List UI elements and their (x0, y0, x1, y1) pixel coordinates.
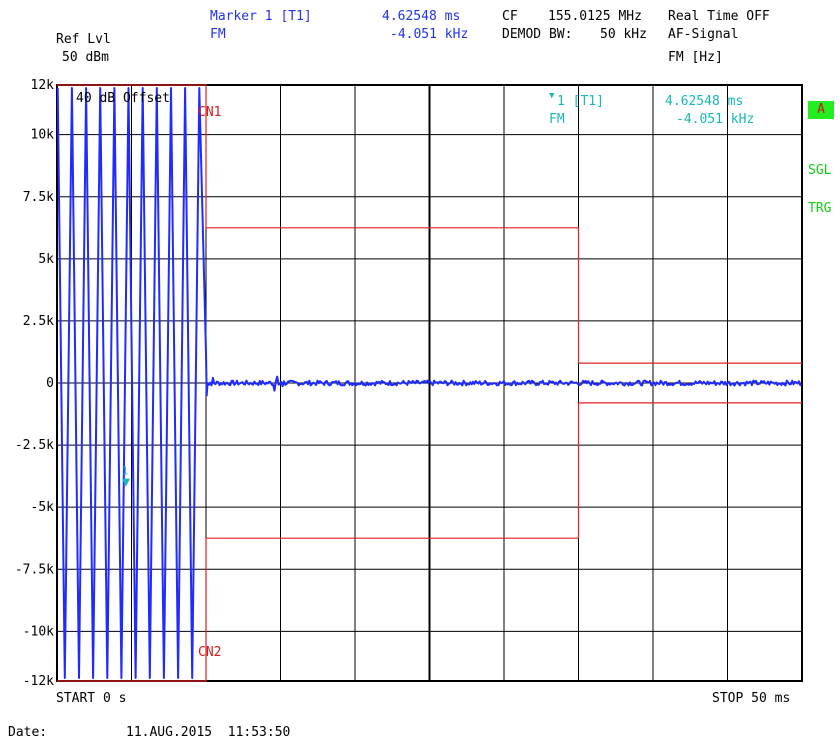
cn1-label: CN1 (198, 105, 222, 120)
y-tick-label: 5k (38, 252, 54, 267)
y-tick-label: -7.5k (15, 562, 54, 577)
limit-lines (57, 84, 802, 682)
ref-level-value: 50 dBm (62, 50, 109, 65)
sgl-indicator: SGL (808, 163, 832, 178)
marker-tag-triangle-icon: ▼ (549, 91, 555, 101)
stop-label: STOP 50 ms (712, 691, 791, 706)
y-tick-label: 0 (46, 376, 54, 391)
y-tick-label: -2.5k (15, 438, 54, 453)
ref-level-label: Ref Lvl (56, 32, 111, 47)
marker-tag-mode: FM (549, 112, 565, 127)
marker-number: 1 (122, 465, 129, 478)
cf-label: CF (502, 9, 518, 24)
y-tick-label: 7.5k (23, 190, 54, 205)
marker-label: Marker 1 [T1] (210, 9, 312, 24)
limit-line-cn2 (57, 402, 802, 682)
af-signal-label: AF-Signal (668, 27, 739, 42)
y-tick-labels: 12k 10k 7.5k 5k 2.5k 0 -2.5k -5k -7.5k -10k -12k (15, 78, 54, 689)
cf-value: 155.0125 MHz (548, 9, 642, 24)
marker-triangle (121, 478, 130, 487)
marker-group: 1 (122, 465, 130, 487)
y-tick-label: -12k (23, 674, 54, 689)
trace-a-badge[interactable]: A (808, 101, 834, 119)
marker-tag: 1 [T1] (557, 94, 604, 109)
trace (56, 87, 802, 679)
limit-line-cn1 (57, 84, 802, 364)
y-tick-label: -10k (23, 624, 54, 639)
fm-unit-label: FM [Hz] (668, 50, 723, 65)
marker-time-readout: 4.62548 ms (382, 9, 461, 24)
demod-bw-value: 50 kHz (600, 27, 647, 42)
marker-tag-time: 4.62548 ms (665, 94, 744, 109)
date-label: Date: (8, 725, 48, 740)
trg-indicator: TRG (808, 201, 832, 216)
offset-label: 40 dB Offset (76, 91, 170, 106)
y-tick-label: 12k (31, 78, 55, 93)
marker-tag-value: -4.051 kHz (676, 112, 755, 127)
y-tick-label: 2.5k (23, 314, 54, 329)
demod-bw-label: DEMOD BW: (502, 27, 573, 42)
date-value: 11.AUG.2015 11:53:50 (126, 725, 291, 740)
start-label: START 0 s (56, 691, 127, 706)
fm-trace (56, 87, 802, 679)
marker-mode: FM (210, 27, 226, 42)
realtime-status: Real Time OFF (668, 9, 770, 24)
grid (56, 84, 803, 682)
y-tick-label: -5k (31, 500, 55, 515)
marker-value-readout: -4.051 kHz (390, 27, 469, 42)
y-tick-label: 10k (31, 128, 55, 143)
cn2-label: CN2 (198, 645, 222, 660)
